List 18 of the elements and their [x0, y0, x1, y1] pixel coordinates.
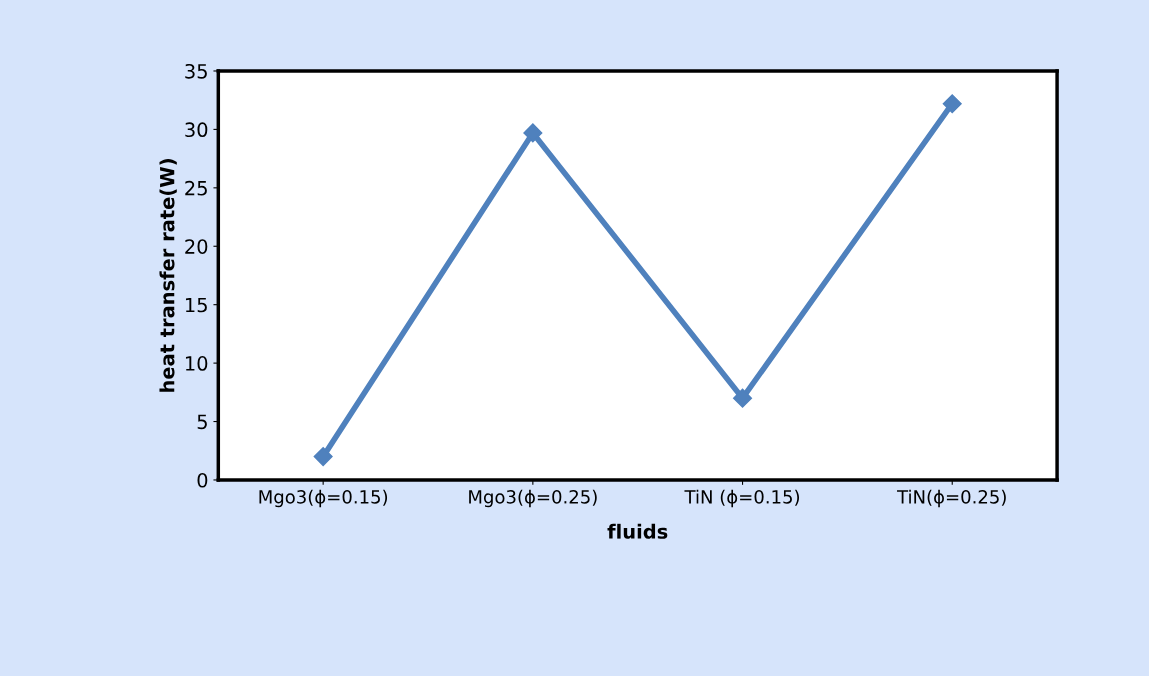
y-axis-title: heat transfer rate(W) [159, 159, 177, 392]
y-tick-label: 25 [185, 180, 207, 196]
point [523, 123, 543, 143]
y-tick-label: 30 [185, 122, 208, 138]
x-axis-title: fluids [607, 523, 668, 539]
y-tick-label: 10 [185, 356, 208, 371]
y-tick-label: 5 [197, 414, 207, 430]
point [942, 94, 962, 114]
point [313, 447, 333, 467]
x-tick-label: Mgo3(ϕ=0.15) [259, 489, 388, 508]
x-tick-label: Mgo3(ϕ=0.25) [469, 489, 597, 508]
x-tick-label: TiN (ϕ=0.15) [684, 489, 800, 508]
x-tick-label: TiN(ϕ=0.25) [897, 489, 1006, 508]
y-tick-label: 0 [197, 472, 208, 488]
point [733, 388, 753, 408]
y-tick-label: 35 [185, 63, 207, 79]
y-tick-label: 15 [185, 297, 207, 313]
y-tick-label: 20 [185, 239, 208, 254]
